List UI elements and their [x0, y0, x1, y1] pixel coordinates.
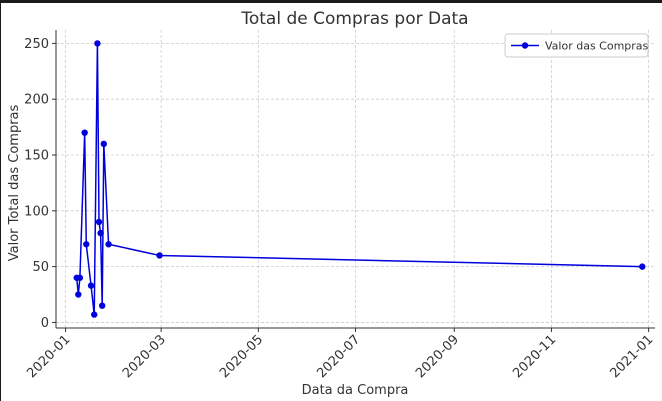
x-tick-label: 2020-03 — [120, 332, 169, 381]
data-point — [97, 229, 104, 237]
y-tick-label: 100 — [24, 204, 49, 219]
data-point — [100, 140, 107, 148]
y-tick-label: 200 — [24, 93, 49, 108]
axes — [55, 30, 655, 329]
data-point — [98, 302, 106, 309]
x-tick-label: 2020-07 — [314, 332, 363, 381]
data-point — [81, 129, 88, 136]
data-point — [94, 40, 101, 47]
x-tick-label: 2020-01 — [24, 332, 73, 381]
y-tick-label: 50 — [32, 260, 49, 275]
y-axis-label: Valor Total das Compras — [7, 105, 22, 262]
data-point — [76, 274, 84, 281]
chart-title: Total de Compras por Data — [240, 9, 468, 29]
x-ticks: 2020-01 2020-03 2020-05 2020-07 2020-09 2020-… — [24, 328, 656, 381]
data-point — [87, 282, 95, 289]
grid — [56, 30, 655, 328]
data-point — [639, 263, 646, 270]
y-tick-label: 0 — [41, 316, 49, 331]
data-point — [91, 311, 98, 318]
series-line — [75, 42, 643, 316]
y-tick-label: 150 — [24, 149, 49, 164]
legend-point-marker — [521, 42, 529, 49]
legend-label: Valor das Compras — [545, 40, 649, 53]
x-tick-label: 2021-01 — [607, 332, 656, 381]
data-point — [75, 291, 82, 298]
x-axis-label: Data da Compra — [302, 383, 409, 398]
data-point — [156, 252, 163, 259]
y-tick-label: 250 — [24, 37, 49, 52]
legend: Valor das Compras — [504, 33, 649, 58]
series — [73, 40, 646, 318]
x-tick-label: 2020-05 — [217, 332, 266, 381]
legend-box — [504, 33, 649, 58]
x-tick-label: 2020-11 — [510, 332, 559, 381]
x-tick-label: 2020-09 — [413, 332, 462, 381]
y-ticks: 0 50 100 150 200 250 — [24, 37, 56, 331]
data-point — [105, 241, 112, 248]
data-point — [95, 218, 103, 226]
data-point — [83, 241, 90, 248]
